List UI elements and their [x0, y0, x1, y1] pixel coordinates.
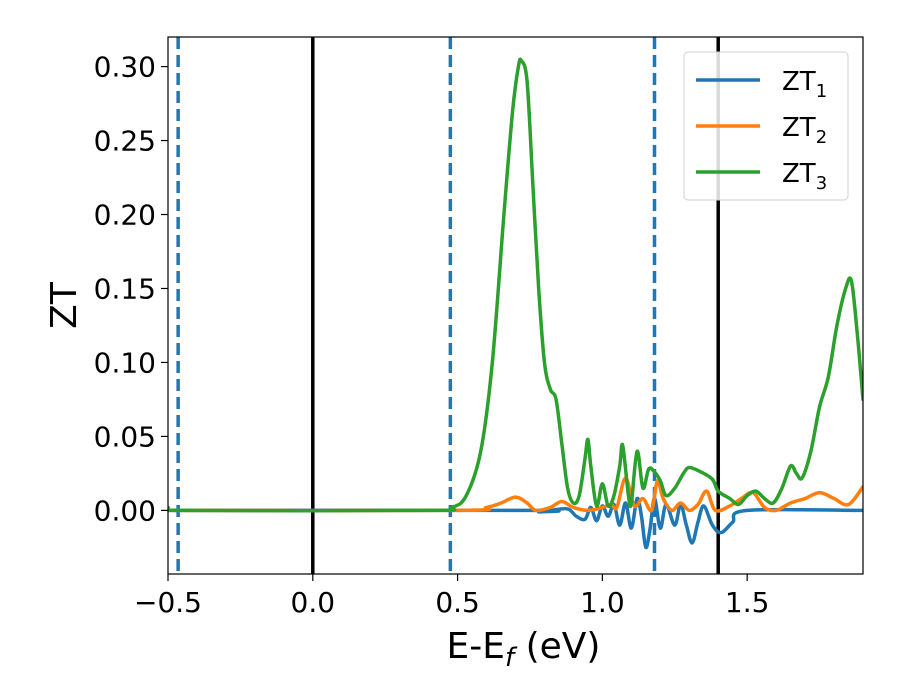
x-tick-label: 0.0 — [291, 586, 336, 619]
series-line-zt3 — [168, 57, 863, 513]
legend-box — [683, 51, 849, 201]
y-tick-label: 0.30 — [94, 51, 156, 84]
y-tick-label: 0.10 — [94, 346, 156, 379]
x-tick-label: 1.0 — [580, 586, 625, 619]
y-tick-label: 0.00 — [94, 494, 156, 527]
x-axis-label: E-Ef (eV) — [447, 626, 601, 673]
series-line-zt1 — [168, 496, 863, 550]
legend-label: ZT3 — [782, 159, 827, 194]
y-tick-label: 0.05 — [94, 420, 156, 453]
x-tick-label: 1.5 — [725, 586, 770, 619]
y-axis-label: ZT — [44, 281, 85, 329]
reference-lines — [176, 37, 720, 574]
y-tick-label: 0.15 — [94, 272, 156, 305]
plot-frame — [167, 36, 864, 575]
series-lines — [168, 57, 863, 550]
legend-label: ZT1 — [782, 67, 827, 102]
x-tick-label: 0.5 — [435, 586, 480, 619]
series-line-zt2 — [168, 476, 863, 513]
y-tick-label: 0.25 — [94, 125, 156, 158]
y-tick-label: 0.20 — [94, 199, 156, 232]
y-axis-ticks: 0.00 0.05 0.10 0.15 0.20 0.25 0.30 — [94, 51, 168, 527]
x-tick-label: −0.5 — [134, 586, 202, 619]
x-axis-ticks: −0.5 0.0 0.5 1.0 1.5 — [134, 574, 769, 619]
legend-label: ZT2 — [782, 113, 827, 148]
legend: ZT1 ZT2 ZT3 — [683, 51, 849, 201]
